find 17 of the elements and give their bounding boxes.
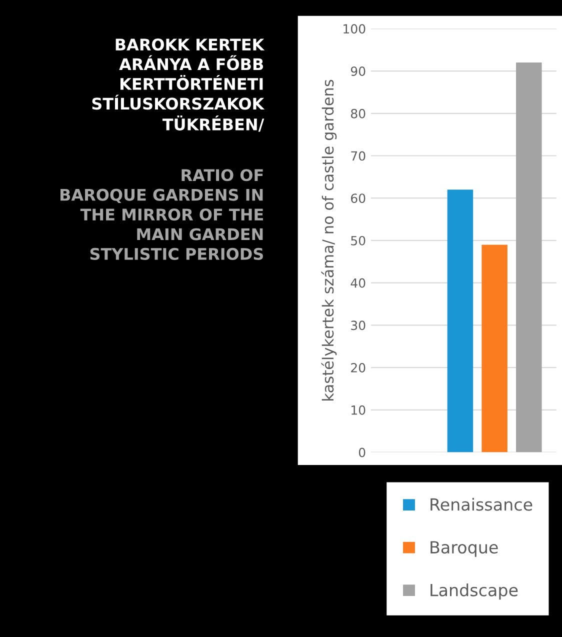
y-tick-label: 30 <box>351 320 366 330</box>
y-axis-title: kastélykertek száma/ no of castle gardens <box>321 80 337 400</box>
legend-label: Renaissance <box>430 498 532 511</box>
y-tick-label: 20 <box>351 363 366 372</box>
y-tick-label: 40 <box>350 278 366 288</box>
legend-label: Baroque <box>430 541 498 557</box>
text: BAROKK KERTEK ARÁNYA A FŐBB KERTTÖRTÉNETI STÍLUSKORSZAKOK TÜKRÉBEN/ <box>92 38 265 132</box>
y-tick-label: 10 <box>352 405 366 415</box>
text: RATIO OF BAROQUE GARDENS IN THE MIRROR OF THE MAIN GARDEN STYLISTIC PERIODS <box>60 169 263 260</box>
y-tick-label: 100 <box>344 24 366 34</box>
y-tick-label: 70 <box>351 151 366 161</box>
y-tick-label: 0 <box>358 448 366 458</box>
y-tick-label: 80 <box>351 108 366 118</box>
y-tick-label: 60 <box>351 194 366 204</box>
y-tick-label: 90 <box>350 66 366 76</box>
y-tick-label: 50 <box>351 236 366 246</box>
legend-label: Landscape <box>430 583 518 600</box>
